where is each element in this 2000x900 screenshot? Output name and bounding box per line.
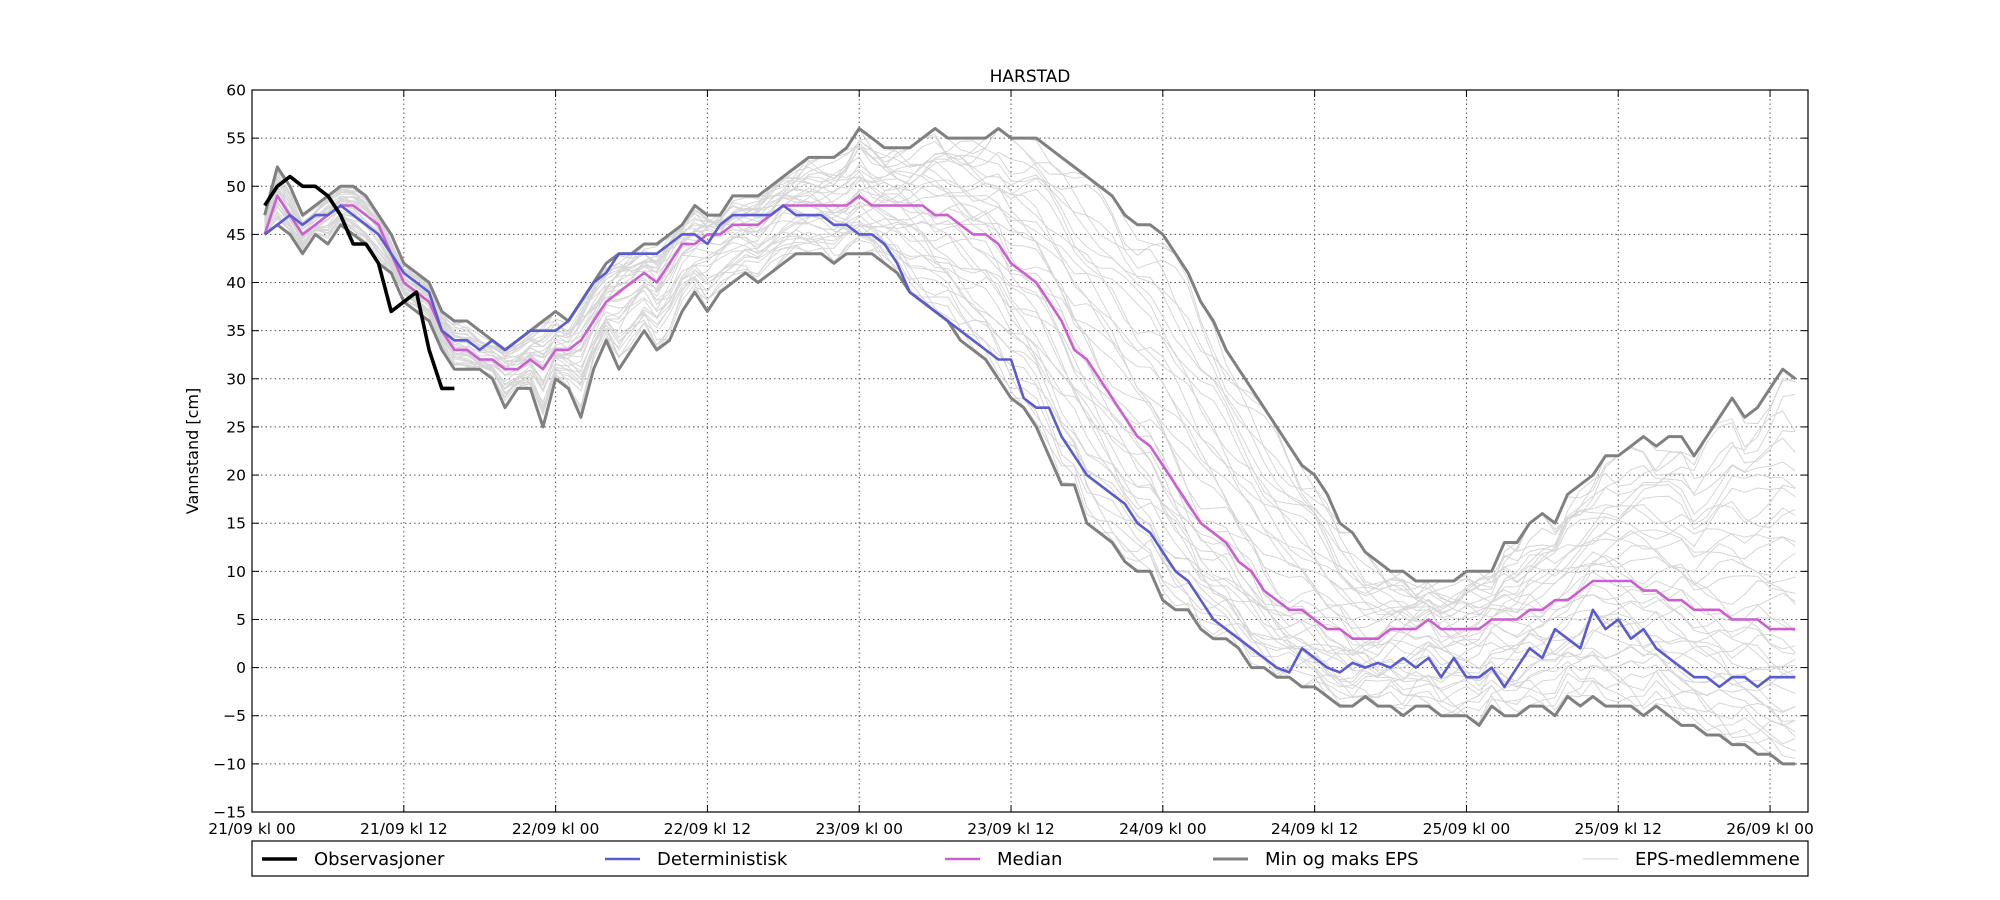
eps-member-line: [264, 217, 1796, 759]
y-tick-label: 55: [226, 130, 246, 148]
eps-member-line: [264, 173, 1796, 630]
y-tick-label: −15: [213, 804, 246, 822]
y-tick-label: 60: [226, 82, 246, 100]
eps-member-line: [264, 171, 1796, 627]
eps-member-line: [264, 217, 1796, 752]
x-tick-label: 26/09 kl 00: [1726, 820, 1814, 838]
x-tick-label: 22/09 kl 12: [664, 820, 752, 838]
eps-member-line: [264, 188, 1796, 647]
legend: Observasjoner Deterministisk Median Min og …: [251, 840, 1809, 877]
plot-frame: [251, 89, 1809, 813]
y-axis-ticks: −15 −10 −5 0 5 10 15 20 25 30 35 40 45 50 55 60: [213, 82, 1808, 822]
x-tick-label: 24/09 kl 00: [1119, 820, 1207, 838]
min-eps-line: [263, 223, 1796, 766]
legend-label: Median: [997, 849, 1062, 870]
x-tick-label: 25/09 kl 12: [1574, 820, 1662, 838]
observations-line: [263, 174, 455, 391]
x-tick-label: 21/09 kl 12: [360, 820, 448, 838]
y-tick-label: 0: [236, 659, 246, 677]
y-tick-label: −5: [223, 707, 246, 725]
eps-member-line: [264, 214, 1796, 722]
eps-member-line: [264, 218, 1796, 745]
y-tick-label: 10: [226, 563, 246, 581]
y-tick-label: 25: [226, 418, 246, 436]
y-tick-label: 45: [226, 226, 246, 244]
y-tick-label: 30: [226, 370, 246, 388]
y-axis-label: Vannstand [cm]: [183, 388, 202, 514]
median-line: [263, 194, 1796, 641]
eps-member-line: [264, 200, 1796, 678]
x-tick-label: 24/09 kl 12: [1271, 820, 1359, 838]
chart-title: HARSTAD: [990, 67, 1071, 87]
eps-member-line: [264, 170, 1796, 616]
legend-label: EPS-medlemmene: [1635, 849, 1800, 870]
eps-member-line: [264, 141, 1796, 600]
eps-member-line: [264, 163, 1796, 619]
x-tick-label: 21/09 kl 00: [208, 820, 296, 838]
y-tick-label: 40: [226, 274, 246, 292]
x-tick-label: 22/09 kl 00: [512, 820, 600, 838]
y-tick-label: 15: [226, 515, 246, 533]
y-tick-label: 5: [236, 611, 246, 629]
legend-label: Observasjoner: [314, 849, 445, 870]
series-lines: [263, 127, 1797, 766]
y-tick-label: −10: [213, 755, 246, 773]
y-tick-label: 50: [226, 178, 246, 196]
deterministic-line: [263, 204, 1796, 689]
eps-member-line: [264, 211, 1796, 739]
eps-member-line: [264, 203, 1796, 667]
legend-label: Deterministisk: [657, 849, 788, 870]
eps-member-line: [264, 181, 1796, 644]
eps-member-line: [264, 164, 1796, 609]
legend-frame: [251, 840, 1809, 877]
x-tick-label: 25/09 kl 00: [1423, 820, 1511, 838]
x-tick-label: 23/09 kl 12: [967, 820, 1055, 838]
y-tick-label: 20: [226, 467, 246, 485]
x-tick-label: 23/09 kl 00: [815, 820, 903, 838]
y-tick-label: 35: [226, 322, 246, 340]
eps-member-line: [264, 175, 1796, 630]
x-axis-ticks: 21/09 kl 00 21/09 kl 12 22/09 kl 00 22/09 k…: [208, 90, 1814, 838]
eps-member-line: [264, 203, 1796, 692]
legend-label: Min og maks EPS: [1265, 849, 1419, 870]
